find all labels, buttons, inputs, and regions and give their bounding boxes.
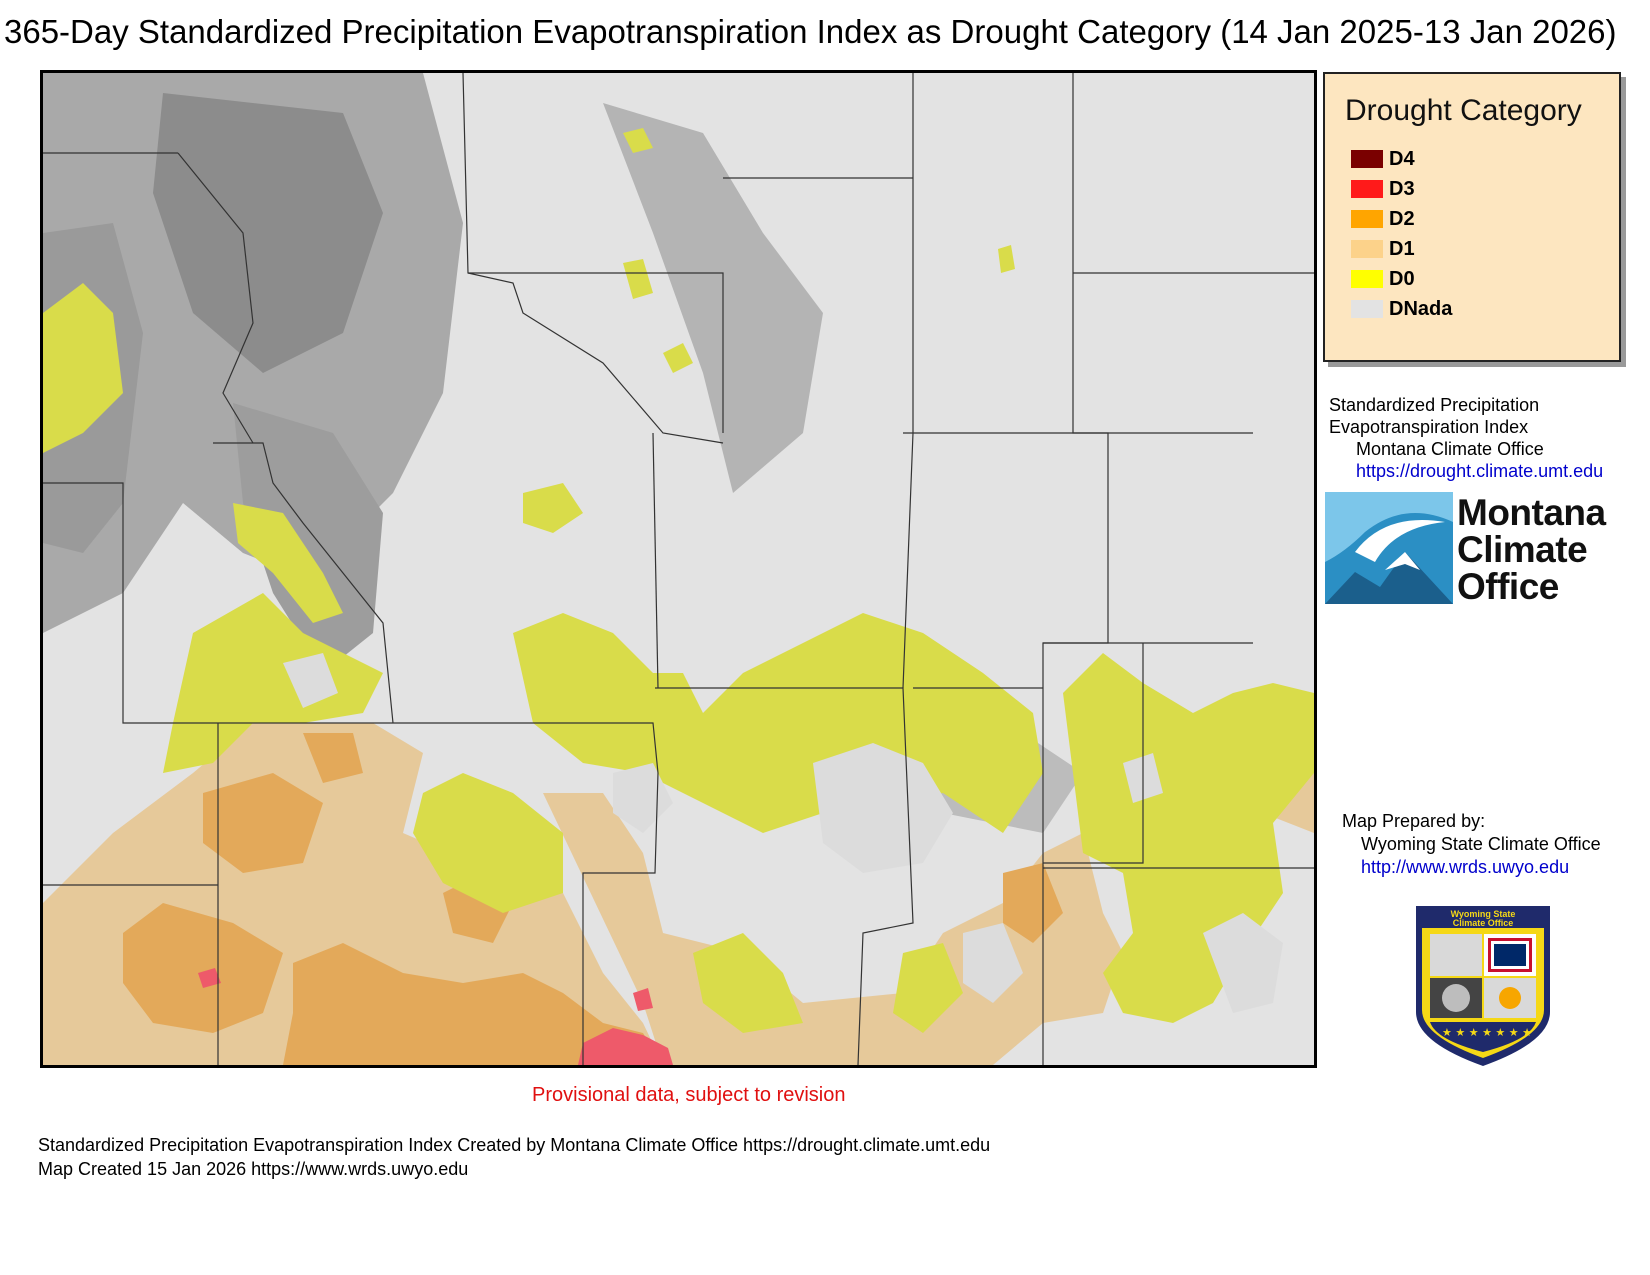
legend-title: Drought Category	[1345, 94, 1582, 127]
montana-climate-office-logo: Montana Climate Office	[1325, 492, 1635, 608]
legend-swatch-dnada	[1351, 300, 1383, 318]
badge-line1: Wyoming State	[1451, 909, 1516, 919]
legend-swatch-d4	[1351, 150, 1383, 168]
mco-wordmark: Montana Climate Office	[1457, 494, 1606, 605]
spei-credit: Standardized Precipitation Evapotranspir…	[1329, 394, 1603, 482]
legend-label-d0: D0	[1389, 268, 1415, 290]
footer-credits: Standardized Precipitation Evapotranspir…	[38, 1133, 990, 1181]
legend-label-d2: D2	[1389, 208, 1415, 230]
county-boundaries	[43, 73, 1314, 1065]
mco-mountain-icon	[1325, 492, 1453, 604]
provisional-note: Provisional data, subject to revision	[532, 1084, 846, 1106]
legend-swatch-d2	[1351, 210, 1383, 228]
legend-label-d4: D4	[1389, 148, 1415, 170]
d2-area	[123, 733, 1063, 1065]
no-drought-patches	[283, 653, 1283, 1013]
spei-credit-org: Montana Climate Office	[1356, 439, 1544, 459]
footer-line2: Map Created 15 Jan 2026 https://www.wrds…	[38, 1159, 469, 1179]
footer-line1: Standardized Precipitation Evapotranspir…	[38, 1135, 991, 1155]
spei-credit-link[interactable]: https://drought.climate.umt.edu	[1356, 461, 1604, 481]
drought-map-canvas	[43, 73, 1314, 1065]
legend-swatch-d3	[1351, 180, 1383, 198]
legend-label-d1: D1	[1389, 238, 1415, 260]
wyoming-state-climate-office-badge: ★ ★ ★ ★ ★ ★ ★ Wyoming State Climate Offi…	[1416, 906, 1550, 1066]
badge-line2: Climate Office	[1453, 918, 1514, 928]
svg-text:★ ★ ★ ★ ★ ★ ★: ★ ★ ★ ★ ★ ★ ★	[1442, 1026, 1532, 1039]
legend-swatch-d0	[1351, 270, 1383, 288]
weathervane-icon	[1430, 934, 1482, 976]
mco-wordmark-line1: Montana	[1457, 492, 1606, 533]
mco-wordmark-line2: Climate	[1457, 529, 1588, 570]
prepared-by-org: Wyoming State Climate Office	[1361, 834, 1601, 854]
legend-label-dnada: DNada	[1389, 298, 1453, 320]
spei-credit-line1: Standardized Precipitation	[1329, 395, 1540, 415]
legend-label-d3: D3	[1389, 178, 1415, 200]
mco-wordmark-line3: Office	[1457, 566, 1559, 607]
spei-credit-line2: Evapotranspiration Index	[1329, 417, 1529, 437]
drought-map[interactable]	[40, 70, 1317, 1068]
legend-swatch-d1	[1351, 240, 1383, 258]
prepared-by: Map Prepared by: Wyoming State Climate O…	[1342, 810, 1601, 879]
map-title: 365-Day Standardized Precipitation Evapo…	[4, 13, 1617, 50]
drought-category-legend: Drought Category D4 D3 D2 D1 D0 DNada	[1323, 72, 1621, 362]
prepared-by-link[interactable]: http://www.wrds.uwyo.edu	[1361, 857, 1570, 877]
prepared-by-label: Map Prepared by:	[1342, 811, 1486, 831]
d3-area	[198, 968, 673, 1065]
